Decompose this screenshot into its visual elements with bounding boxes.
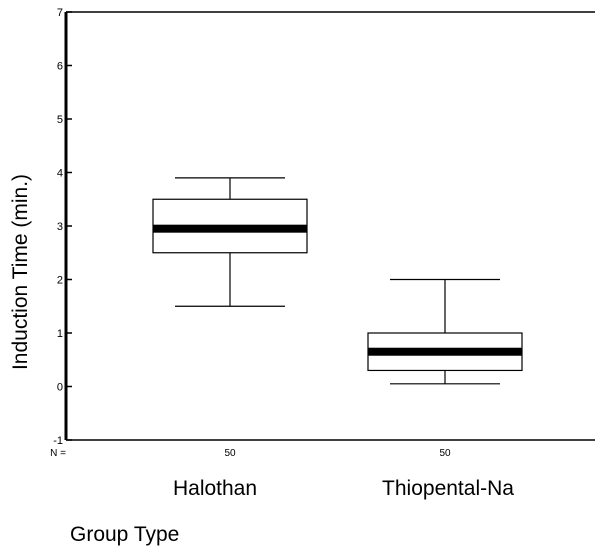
y-tick-label: 7	[57, 7, 63, 19]
n-count-label: 50	[224, 448, 236, 459]
y-tick-label: 0	[57, 382, 63, 394]
y-tick-label: -1	[53, 435, 63, 447]
plot-frame	[64, 11, 595, 441]
box-thiopental-na	[367, 278, 523, 385]
n-prefix-label: N =	[50, 448, 66, 459]
median-line	[368, 347, 522, 356]
category-label: Halothan	[173, 477, 257, 500]
box-halothan	[152, 177, 308, 307]
y-axis-ticks: -1 0 1 2 3 4 5 6 7	[53, 7, 72, 447]
y-tick-label: 1	[57, 328, 63, 340]
y-tick-label: 3	[57, 221, 63, 233]
y-tick-label: 4	[57, 168, 63, 180]
y-tick-label: 5	[57, 114, 63, 126]
category-label: Thiopental-Na	[382, 477, 514, 500]
x-axis-label: Group Type	[70, 523, 180, 546]
median-line	[153, 224, 307, 233]
n-labels: N = 50 50	[50, 448, 451, 459]
y-axis-label: Induction Time (min.)	[9, 174, 32, 370]
y-tick-label: 2	[57, 275, 63, 287]
n-count-label: 50	[439, 448, 451, 459]
category-labels: Halothan Thiopental-Na	[173, 477, 514, 500]
boxes	[152, 177, 523, 385]
y-tick-label: 6	[57, 61, 63, 73]
